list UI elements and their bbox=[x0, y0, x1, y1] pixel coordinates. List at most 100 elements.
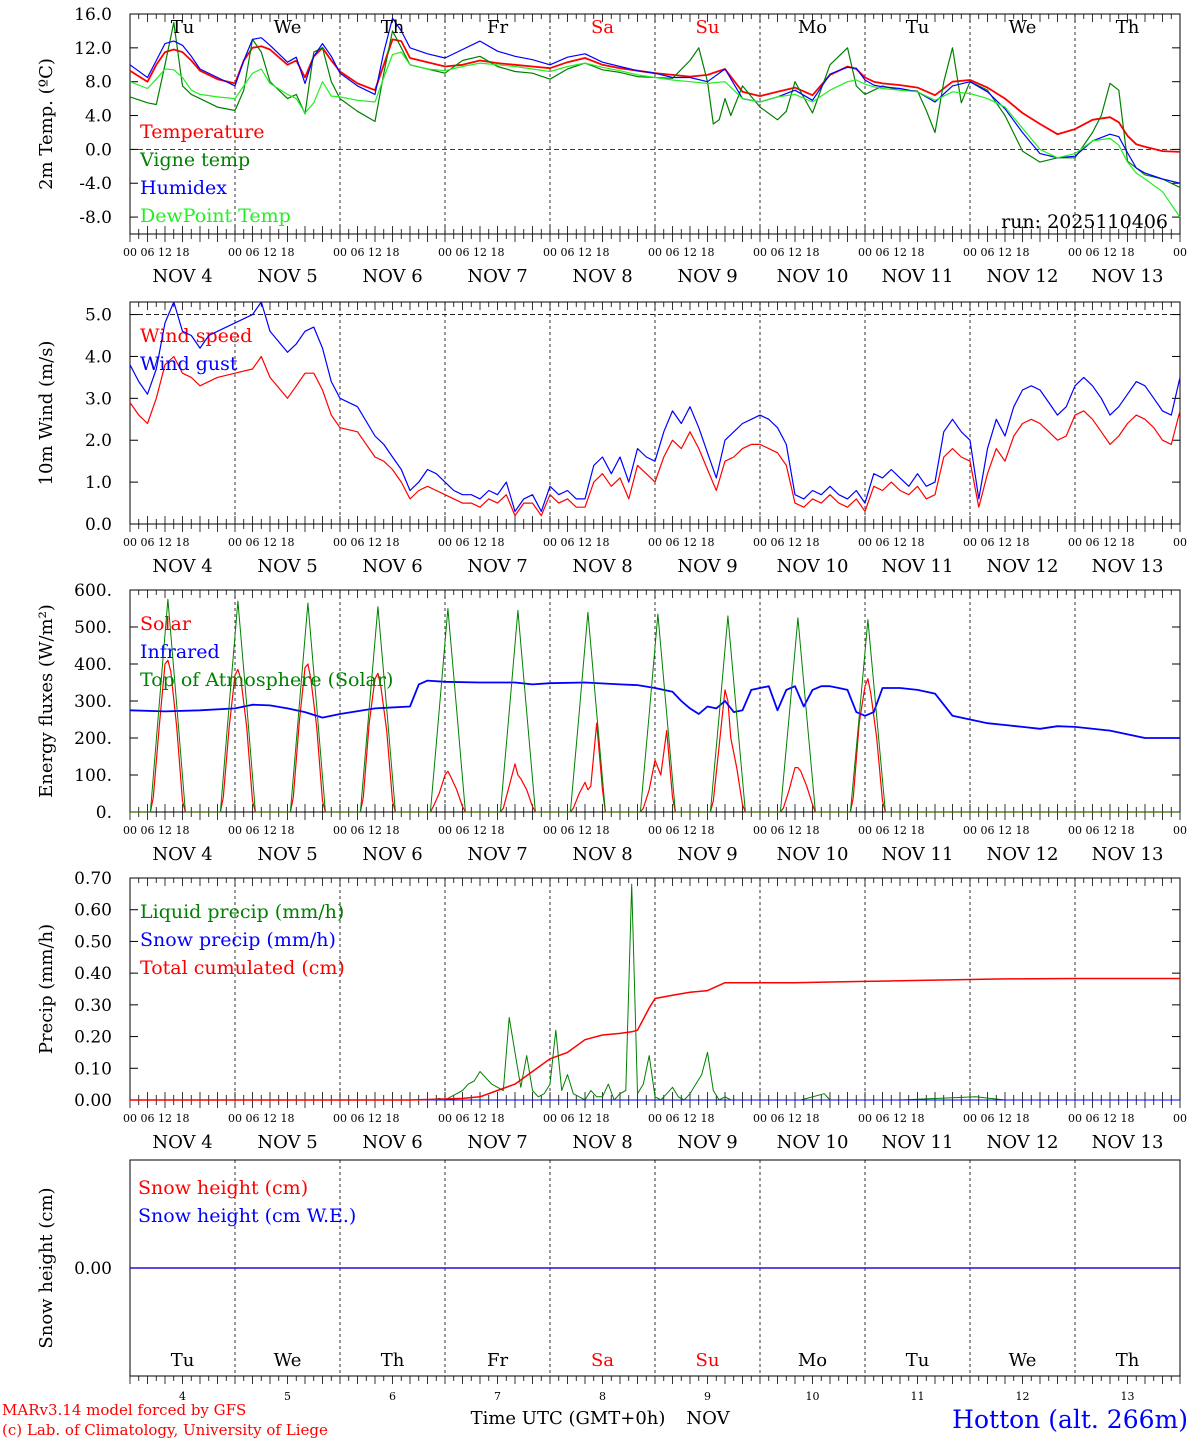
hour-tick-label: 06 bbox=[456, 1112, 470, 1125]
hour-tick-label: 12 bbox=[683, 1112, 697, 1125]
date-label: NOV 12 bbox=[987, 1132, 1059, 1153]
hour-tick-label: 12 bbox=[158, 1112, 172, 1125]
y-tick-label: 0.10 bbox=[74, 1059, 112, 1079]
hour-tick-label: 06 bbox=[771, 536, 785, 549]
date-label: NOV 10 bbox=[777, 1132, 849, 1153]
date-label: NOV 11 bbox=[882, 266, 954, 287]
hour-tick-label: 18 bbox=[281, 1112, 295, 1125]
day-number: 7 bbox=[494, 1390, 501, 1403]
hour-tick-label: 00 bbox=[1173, 246, 1187, 259]
hour-tick-label: 00 bbox=[648, 246, 662, 259]
hour-tick-label: 18 bbox=[806, 246, 820, 259]
hour-tick-label: 06 bbox=[1086, 246, 1100, 259]
date-label: NOV 8 bbox=[572, 1132, 632, 1153]
date-label: NOV 7 bbox=[467, 556, 527, 577]
date-label: NOV 6 bbox=[362, 844, 422, 865]
hour-tick-label: 06 bbox=[246, 536, 260, 549]
date-label: NOV 4 bbox=[152, 266, 212, 287]
hour-tick-label: 18 bbox=[701, 824, 715, 837]
y-tick-label: 0.30 bbox=[74, 996, 112, 1016]
date-label: NOV 5 bbox=[257, 556, 317, 577]
hour-tick-label: 00 bbox=[858, 246, 872, 259]
y-tick-label: 5.0 bbox=[85, 306, 112, 326]
hour-tick-label: 00 bbox=[753, 536, 767, 549]
hour-tick-label: 06 bbox=[246, 1112, 260, 1125]
series-line-total-cumulated-cm bbox=[130, 977, 1180, 1101]
y-tick-label: 2.0 bbox=[85, 431, 112, 451]
hour-tick-label: 00 bbox=[753, 246, 767, 259]
hour-tick-label: 18 bbox=[386, 246, 400, 259]
date-label: NOV 5 bbox=[257, 266, 317, 287]
date-label: NOV 4 bbox=[152, 844, 212, 865]
day-label: Th bbox=[381, 1350, 405, 1371]
hour-tick-label: 12 bbox=[998, 536, 1012, 549]
day-label: Fr bbox=[487, 17, 508, 38]
hour-tick-label: 06 bbox=[456, 824, 470, 837]
legend-entry: DewPoint Temp bbox=[140, 205, 291, 227]
y-tick-label: 0.50 bbox=[74, 932, 112, 952]
hour-tick-label: 06 bbox=[771, 246, 785, 259]
date-label: NOV 9 bbox=[677, 266, 737, 287]
day-label: We bbox=[1009, 17, 1037, 38]
hour-tick-label: 00 bbox=[963, 246, 977, 259]
hour-tick-label: 00 bbox=[123, 536, 137, 549]
hour-tick-label: 12 bbox=[1103, 246, 1117, 259]
hour-tick-label: 18 bbox=[911, 1112, 925, 1125]
y-tick-label: 16.0 bbox=[74, 5, 112, 25]
hour-tick-label: 00 bbox=[1068, 536, 1082, 549]
hour-tick-label: 12 bbox=[473, 1112, 487, 1125]
date-label: NOV 12 bbox=[987, 556, 1059, 577]
date-label: NOV 6 bbox=[362, 1132, 422, 1153]
hour-tick-label: 06 bbox=[666, 824, 680, 837]
hour-tick-label: 18 bbox=[491, 824, 505, 837]
hour-tick-label: 18 bbox=[596, 824, 610, 837]
hour-tick-label: 06 bbox=[351, 536, 365, 549]
y-tick-label: 4.0 bbox=[85, 107, 112, 127]
date-label: NOV 10 bbox=[777, 844, 849, 865]
series-line-wind-gust bbox=[129, 301, 1181, 512]
hour-tick-label: 00 bbox=[648, 536, 662, 549]
y-tick-label: -4.0 bbox=[79, 174, 112, 194]
y-tick-label: 0.0 bbox=[85, 515, 112, 535]
hour-tick-label: 00 bbox=[1173, 536, 1187, 549]
day-label: Th bbox=[381, 17, 405, 38]
hour-tick-label: 00 bbox=[438, 824, 452, 837]
date-label: NOV 13 bbox=[1092, 844, 1164, 865]
hour-tick-label: 00 bbox=[963, 536, 977, 549]
date-label: NOV 7 bbox=[467, 1132, 527, 1153]
date-label: NOV 6 bbox=[362, 266, 422, 287]
hour-tick-label: 12 bbox=[158, 824, 172, 837]
hour-tick-label: 06 bbox=[561, 246, 575, 259]
hour-tick-label: 00 bbox=[228, 1112, 242, 1125]
hour-tick-label: 00 bbox=[1173, 824, 1187, 837]
hour-tick-label: 00 bbox=[543, 1112, 557, 1125]
y-tick-label: 0.60 bbox=[74, 901, 112, 921]
hour-tick-label: 06 bbox=[456, 246, 470, 259]
y-axis-title: Energy fluxes (W/m²) bbox=[36, 604, 57, 798]
hour-tick-label: 12 bbox=[1103, 824, 1117, 837]
day-number: 5 bbox=[284, 1390, 291, 1403]
y-tick-label: 3.0 bbox=[85, 389, 112, 409]
hour-tick-label: 00 bbox=[123, 1112, 137, 1125]
hour-tick-label: 12 bbox=[788, 246, 802, 259]
hour-tick-label: 00 bbox=[858, 1112, 872, 1125]
hour-tick-label: 00 bbox=[753, 824, 767, 837]
hour-tick-label: 12 bbox=[473, 246, 487, 259]
series-line-humidex bbox=[129, 17, 1181, 184]
hour-tick-label: 00 bbox=[333, 824, 347, 837]
hour-tick-label: 12 bbox=[473, 824, 487, 837]
day-label: Fr bbox=[487, 1350, 508, 1371]
date-label: NOV 10 bbox=[777, 266, 849, 287]
y-axis-title: Precip (mm/h) bbox=[36, 924, 57, 1054]
y-tick-label: 300. bbox=[74, 692, 112, 712]
hour-tick-label: 00 bbox=[963, 1112, 977, 1125]
day-number: 11 bbox=[911, 1390, 925, 1403]
legend-entry: Humidex bbox=[140, 177, 227, 199]
hour-tick-label: 12 bbox=[578, 536, 592, 549]
day-label: Th bbox=[1116, 17, 1140, 38]
hour-tick-label: 12 bbox=[788, 824, 802, 837]
credit-line-2: (c) Lab. of Climatology, University of L… bbox=[2, 1421, 328, 1439]
hour-tick-label: 18 bbox=[281, 536, 295, 549]
hour-tick-label: 00 bbox=[1173, 1112, 1187, 1125]
date-label: NOV 5 bbox=[257, 1132, 317, 1153]
